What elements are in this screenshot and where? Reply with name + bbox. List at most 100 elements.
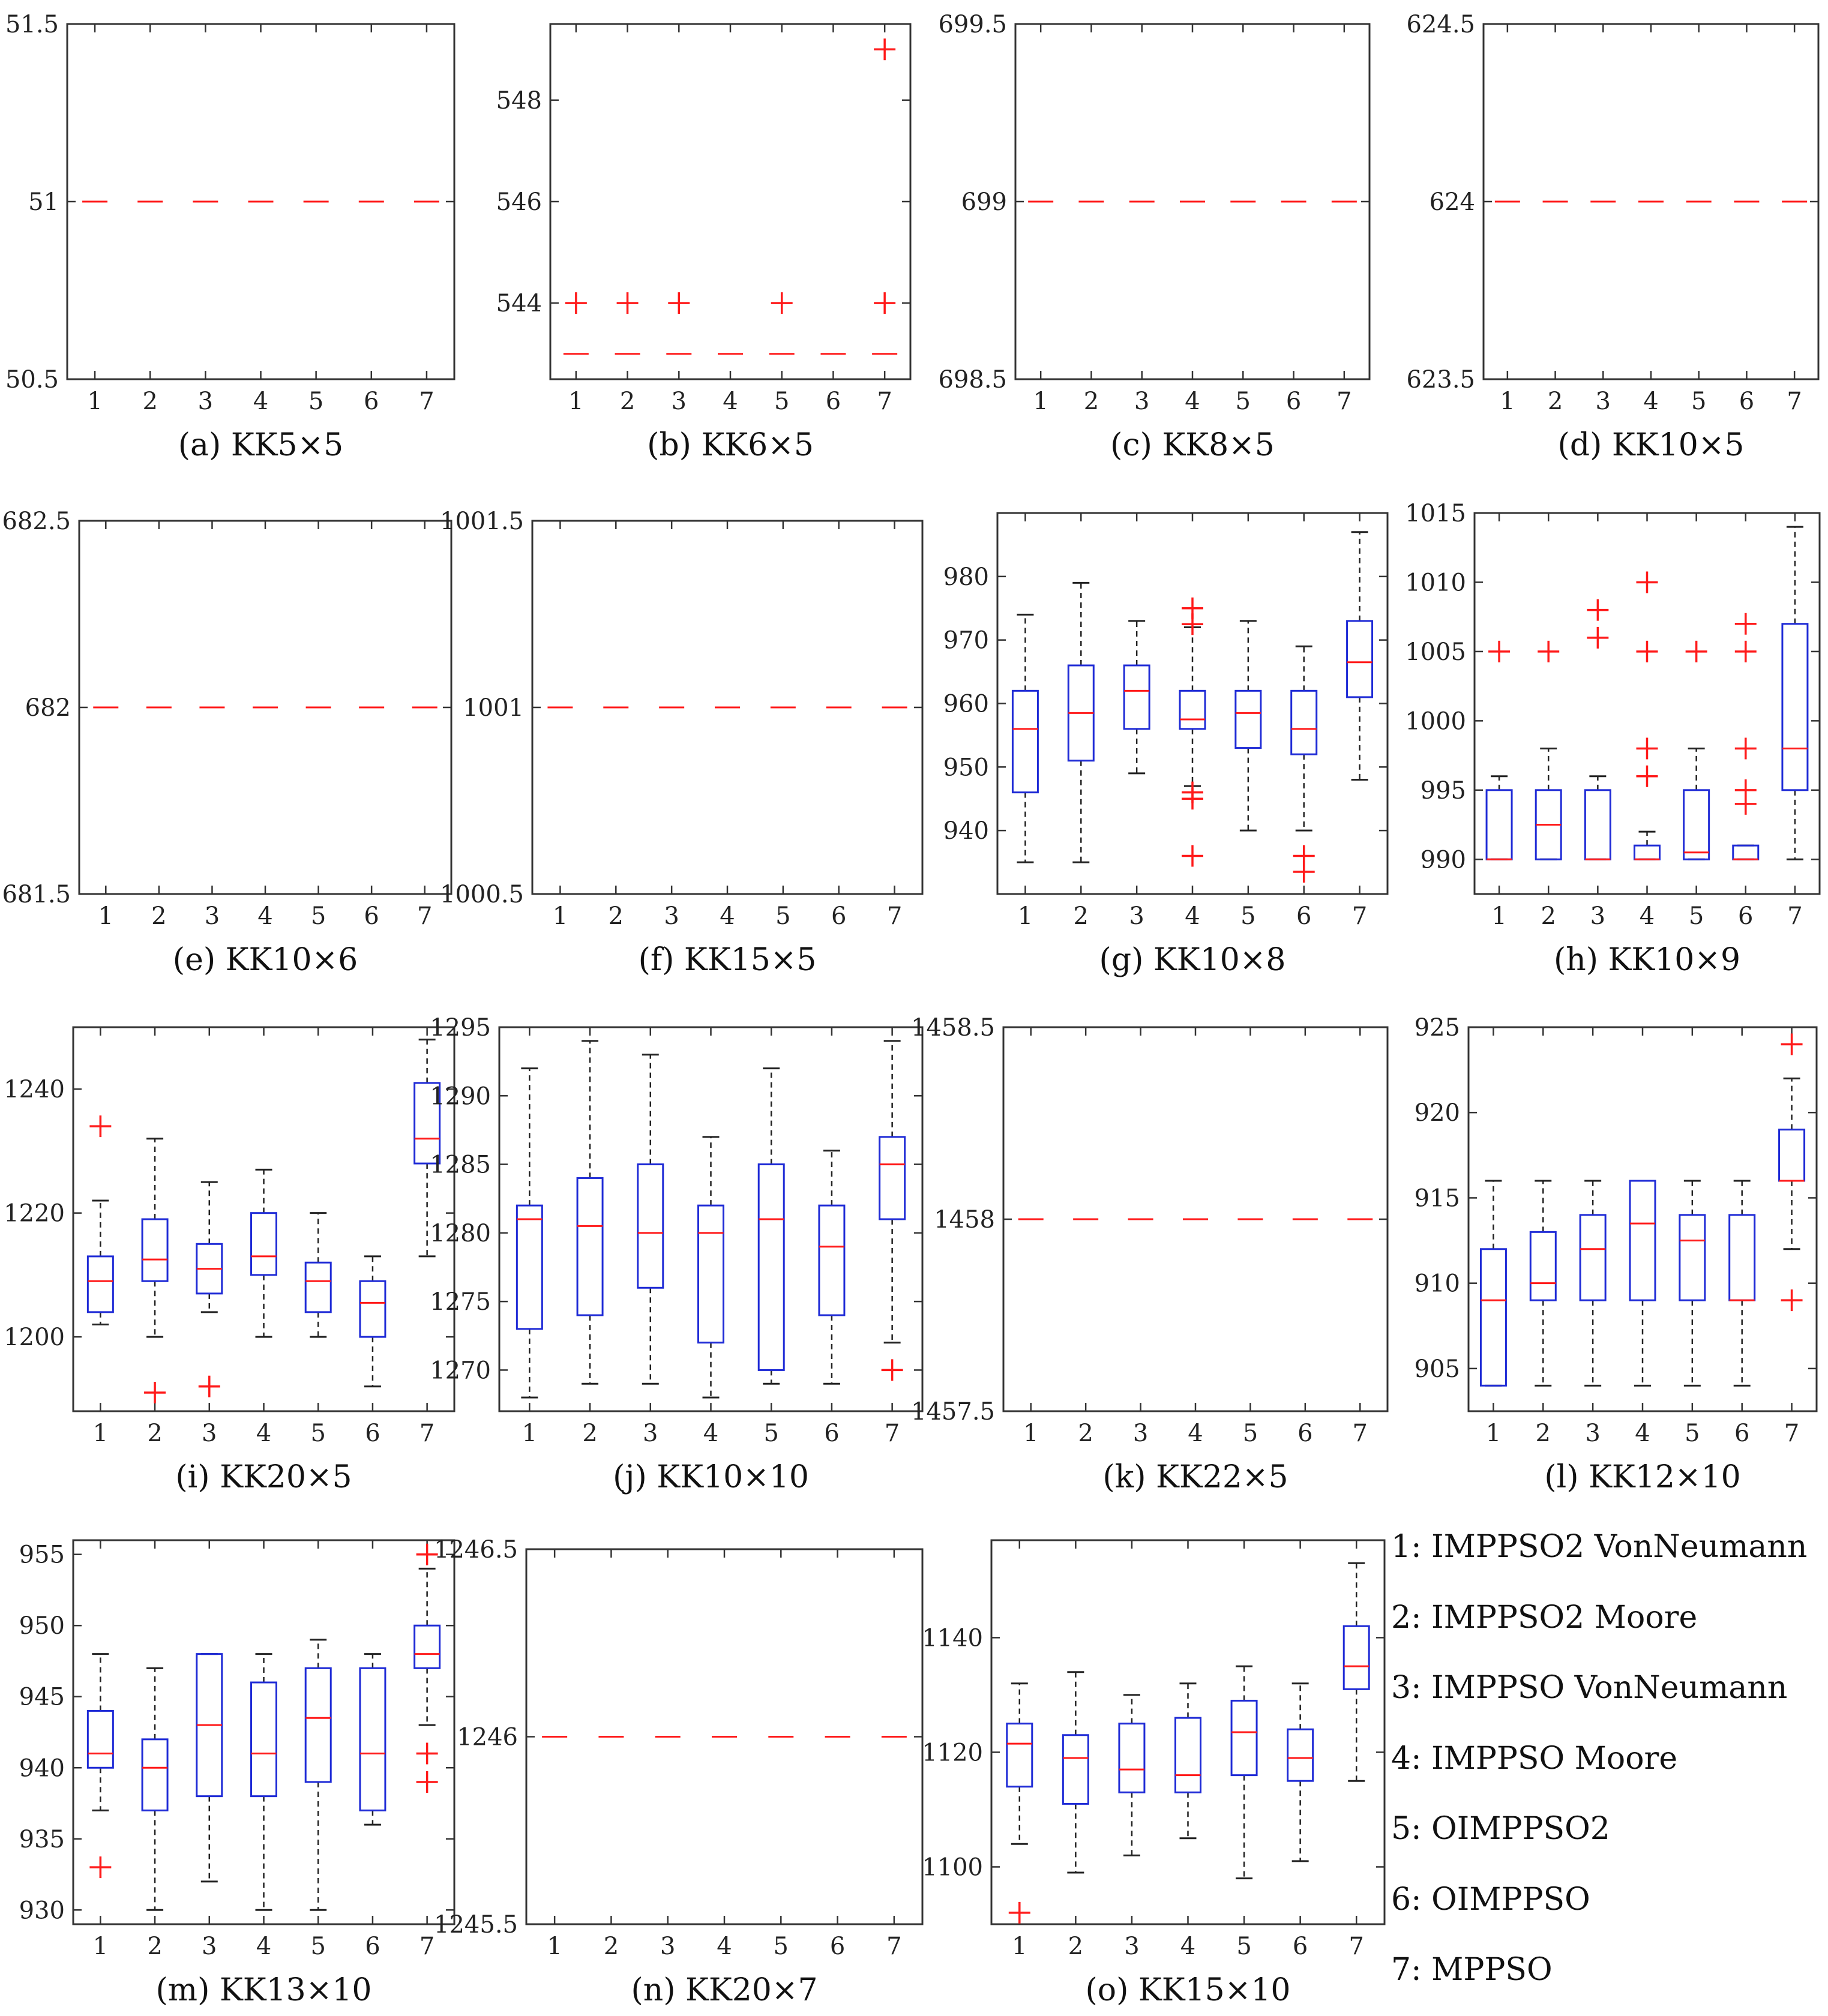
y-tick-label: 1001.5 xyxy=(440,508,524,535)
box-plot-group xyxy=(1634,571,1661,860)
x-tick-label: 6 xyxy=(830,1933,845,1960)
box-plot-group xyxy=(1179,597,1206,867)
y-tick-label: 1295 xyxy=(430,1014,491,1042)
outlier-marker xyxy=(565,292,587,314)
x-tick-label: 7 xyxy=(1353,1420,1368,1447)
y-tick-label: 681.5 xyxy=(2,881,71,908)
y-tick-label: 699.5 xyxy=(938,11,1007,38)
x-tick-label: 2 xyxy=(151,902,166,930)
iqr-box xyxy=(818,1204,846,1316)
iqr-box xyxy=(359,1667,386,1811)
box-plot-group xyxy=(304,1639,332,1911)
x-tick-label: 4 xyxy=(703,1420,718,1447)
x-tick-label: 6 xyxy=(1738,902,1753,930)
x-tick-label: 5 xyxy=(774,1933,789,1960)
iqr-box xyxy=(1579,1214,1607,1301)
y-tick-label: 915 xyxy=(1415,1184,1460,1212)
y-tick-label: 1290 xyxy=(430,1082,491,1110)
y-tick-label: 624 xyxy=(1430,188,1475,216)
x-tick-label: 2 xyxy=(147,1420,162,1447)
box-plot-group xyxy=(1485,640,1513,860)
chart-panel: 623.5 624 624.5 1 2 3 4 5 6 7 (d) KK10×5 xyxy=(1406,11,1820,463)
box-plot-group xyxy=(1728,1180,1756,1387)
box-plot-group xyxy=(1006,1682,1033,1924)
iqr-box xyxy=(413,1082,441,1165)
y-tick-label: 990 xyxy=(1421,846,1466,874)
iqr-box xyxy=(141,1218,169,1282)
box-plot-group xyxy=(666,292,692,355)
y-tick-label: 1246.5 xyxy=(434,1536,518,1564)
y-tick-label: 940 xyxy=(19,1754,65,1782)
x-tick-label: 5 xyxy=(1691,388,1706,415)
iqr-box xyxy=(1118,1723,1146,1793)
box-plot-group xyxy=(1535,640,1562,860)
iqr-box xyxy=(304,1667,332,1783)
iqr-box xyxy=(1634,844,1661,860)
box-plot-group xyxy=(86,1653,114,1879)
x-tick-label: 6 xyxy=(364,388,379,415)
outlier-marker xyxy=(771,292,793,314)
x-tick-label: 3 xyxy=(672,388,687,415)
x-tick-label: 5 xyxy=(774,388,789,415)
outlier-marker xyxy=(874,292,896,314)
x-tick-label: 6 xyxy=(826,388,841,415)
outlier-marker xyxy=(881,1359,903,1381)
x-tick-label: 2 xyxy=(1074,902,1089,930)
x-tick-label: 5 xyxy=(308,388,323,415)
box-plot-group xyxy=(1346,531,1374,781)
panel-caption: (h) KK10×9 xyxy=(1554,942,1740,978)
y-tick-label: 920 xyxy=(1415,1099,1460,1127)
x-tick-label: 3 xyxy=(1596,388,1611,415)
y-tick-label: 624.5 xyxy=(1406,11,1475,38)
x-tick-label: 1 xyxy=(1491,902,1506,930)
chart-panel: 50.5 51 51.5 1 2 3 4 5 6 7 (a) KK5×5 xyxy=(5,11,455,463)
x-tick-label: 3 xyxy=(1590,902,1605,930)
x-tick-label: 3 xyxy=(202,1420,217,1447)
outlier-marker xyxy=(1008,1901,1030,1924)
x-tick-label: 7 xyxy=(1352,902,1367,930)
panel-caption: (g) KK10×8 xyxy=(1099,942,1286,978)
x-tick-label: 3 xyxy=(664,902,679,930)
box-plot-group xyxy=(1732,613,1760,860)
outlier-marker xyxy=(1734,640,1757,662)
chart-panel: 681.5 682 682.5 1 2 3 4 5 6 7 (e) KK10×6 xyxy=(2,508,452,978)
x-tick-label: 6 xyxy=(1739,388,1754,415)
x-tick-label: 5 xyxy=(310,1933,325,1960)
y-tick-label: 940 xyxy=(943,817,989,845)
y-tick-label: 1457.5 xyxy=(911,1398,995,1426)
y-tick-label: 544 xyxy=(496,290,542,317)
y-tick-label: 910 xyxy=(1415,1270,1460,1298)
panel-caption: (d) KK10×5 xyxy=(1558,427,1745,463)
iqr-box xyxy=(1006,1723,1033,1788)
iqr-box xyxy=(1479,1248,1507,1387)
box-plot-group xyxy=(1781,526,1809,860)
x-tick-label: 5 xyxy=(311,902,326,930)
outlier-marker xyxy=(1636,571,1658,593)
plot-frame xyxy=(72,1026,455,1412)
y-tick-label: 950 xyxy=(943,754,989,781)
x-tick-label: 1 xyxy=(547,1933,562,1960)
iqr-box xyxy=(1174,1717,1201,1793)
x-tick-label: 2 xyxy=(1541,902,1556,930)
outlier-marker xyxy=(1538,640,1560,662)
chart-panel: 1000.5 1001 1001.5 1 2 3 4 5 6 7 (f) KK15×5 xyxy=(440,508,924,978)
panel-caption: (n) KK20×7 xyxy=(631,1972,817,2008)
y-tick-label: 950 xyxy=(19,1612,65,1640)
outlier-marker xyxy=(1182,597,1203,619)
box-plot-group xyxy=(1584,599,1611,860)
chart-panel: 1270 1275 1280 1285 1290 1295 1 2 3 4 5 6 7 (j) KK10×… xyxy=(430,1014,924,1495)
y-tick-label: 548 xyxy=(496,87,542,115)
iqr-box xyxy=(359,1280,386,1338)
panel-caption: (l) KK12×10 xyxy=(1544,1459,1740,1495)
x-tick-label: 7 xyxy=(887,902,902,930)
iqr-box xyxy=(516,1204,543,1330)
y-tick-label: 1120 xyxy=(922,1739,983,1766)
box-plot-group xyxy=(1579,1180,1607,1387)
iqr-box xyxy=(1179,689,1206,730)
legend-entry: 6: OIMPPSO xyxy=(1391,1881,1590,1918)
box-plot-group xyxy=(1290,645,1318,883)
box-plot-group xyxy=(359,1653,386,1826)
x-tick-label: 7 xyxy=(877,388,892,415)
iqr-box xyxy=(1529,1231,1557,1301)
iqr-box xyxy=(141,1738,169,1811)
